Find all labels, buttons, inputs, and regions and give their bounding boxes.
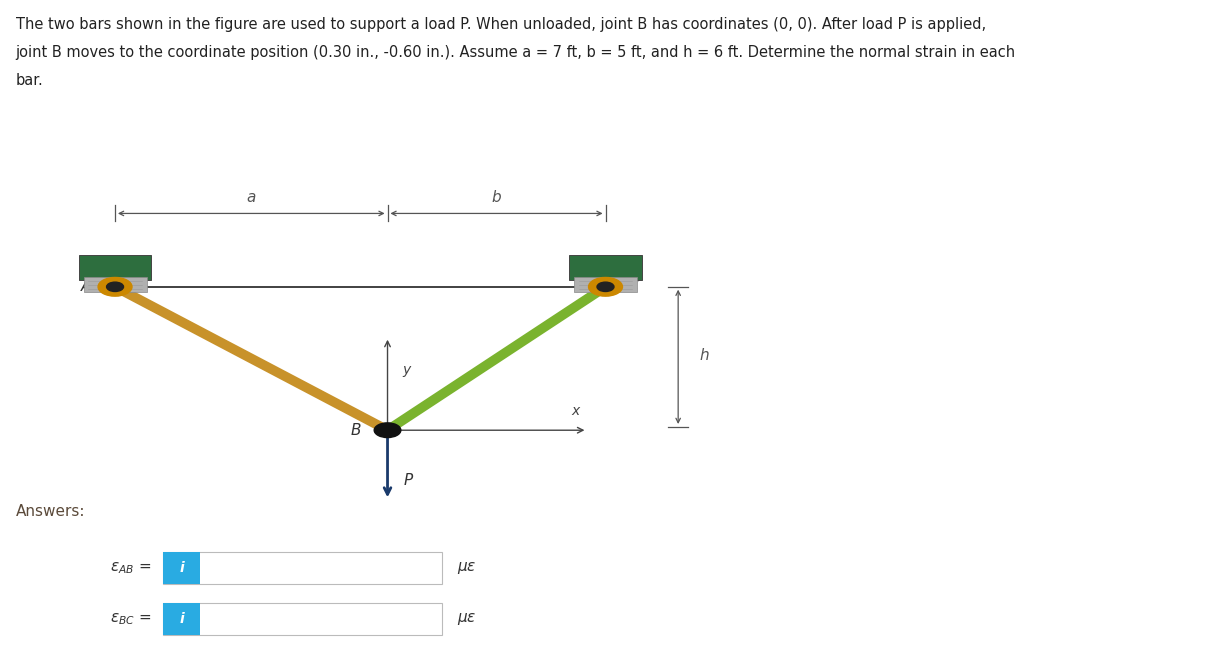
FancyBboxPatch shape <box>163 603 200 635</box>
Text: $\mu\varepsilon$: $\mu\varepsilon$ <box>457 560 476 576</box>
Text: h: h <box>700 348 710 363</box>
FancyBboxPatch shape <box>84 277 147 292</box>
Text: $\varepsilon_{AB}$ =: $\varepsilon_{AB}$ = <box>110 560 151 576</box>
Text: i: i <box>179 562 184 575</box>
Text: $\mu\varepsilon$: $\mu\varepsilon$ <box>457 611 476 627</box>
Text: joint B moves to the coordinate position (0.30 in., -0.60 in.). Assume a = 7 ft,: joint B moves to the coordinate position… <box>16 45 1016 59</box>
Text: $\varepsilon_{BC}$ =: $\varepsilon_{BC}$ = <box>110 611 151 627</box>
Circle shape <box>374 423 401 438</box>
FancyBboxPatch shape <box>569 255 642 280</box>
Text: The two bars shown in the figure are used to support a load P. When unloaded, jo: The two bars shown in the figure are use… <box>16 17 986 31</box>
FancyBboxPatch shape <box>79 255 151 280</box>
Text: P: P <box>403 473 413 488</box>
Circle shape <box>107 282 124 291</box>
Text: b: b <box>492 190 501 205</box>
Text: a: a <box>247 190 256 205</box>
Circle shape <box>589 277 622 296</box>
Text: B: B <box>350 423 361 438</box>
Text: i: i <box>179 612 184 626</box>
Circle shape <box>98 277 132 296</box>
FancyBboxPatch shape <box>163 552 200 584</box>
Text: y: y <box>402 363 411 376</box>
FancyBboxPatch shape <box>163 603 442 635</box>
Text: x: x <box>572 404 579 418</box>
Circle shape <box>597 282 614 291</box>
FancyBboxPatch shape <box>574 277 637 292</box>
FancyBboxPatch shape <box>163 552 442 584</box>
Text: A: A <box>80 279 91 294</box>
Text: bar.: bar. <box>16 73 44 87</box>
Text: Answers:: Answers: <box>16 504 85 518</box>
Text: C: C <box>627 279 638 294</box>
